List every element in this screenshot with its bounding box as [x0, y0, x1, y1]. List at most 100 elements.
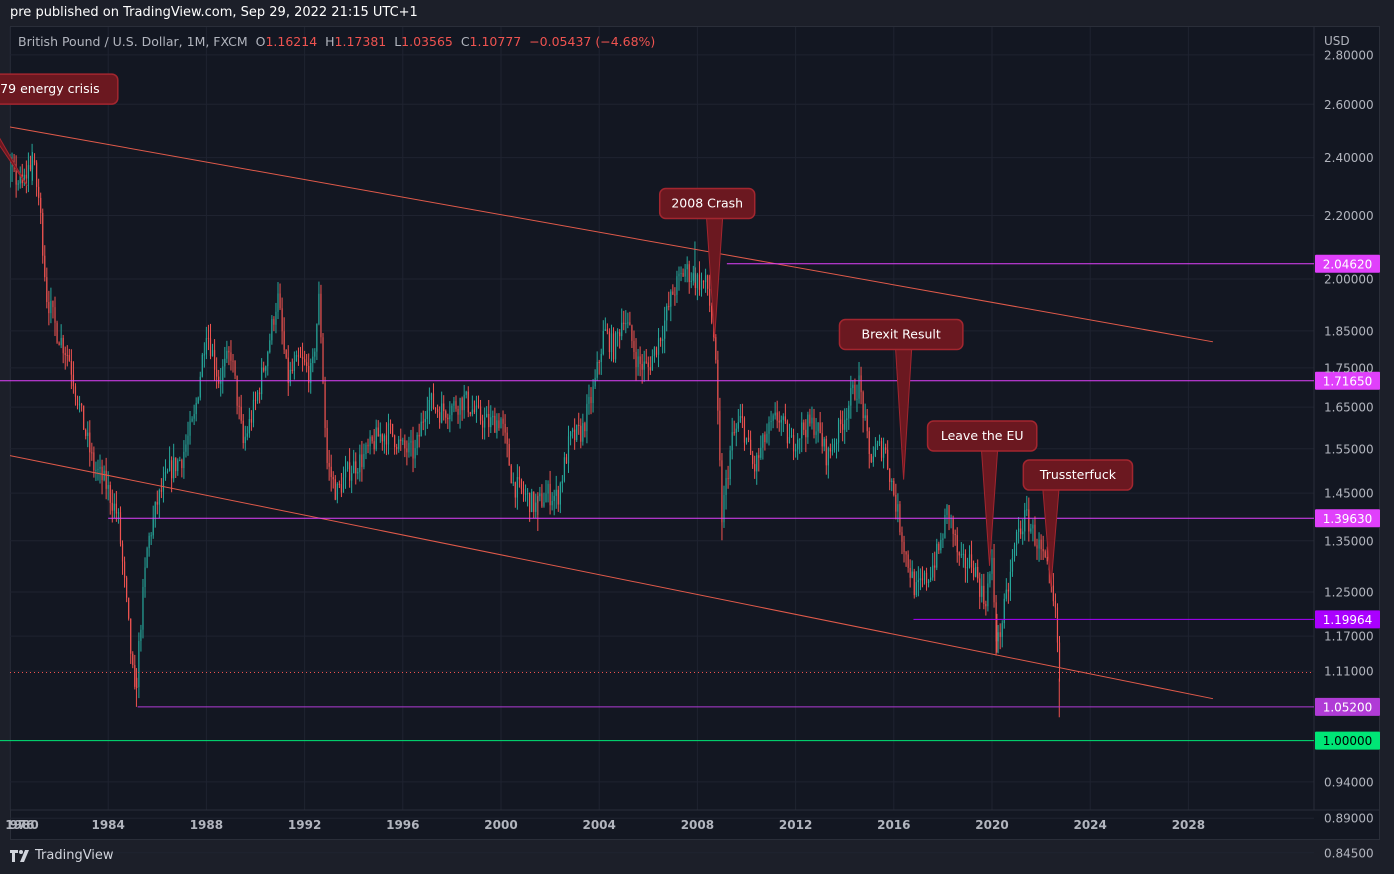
- candle-body: [702, 280, 705, 283]
- candle-body: [725, 478, 727, 496]
- symbol-name: British Pound / U.S. Dollar, 1M, FXCM: [18, 34, 248, 49]
- candle-body: [942, 538, 944, 540]
- candle-body: [477, 405, 480, 407]
- candle-body: [815, 431, 817, 435]
- candle-body: [788, 437, 791, 444]
- candle-body: [389, 423, 392, 425]
- candle-body: [310, 363, 312, 383]
- candle-body: [696, 274, 698, 289]
- candle-body: [1046, 556, 1048, 562]
- channel-trendline: [10, 455, 1214, 700]
- candle-body: [987, 583, 989, 607]
- x-tick-label: 1984: [91, 818, 124, 832]
- candle-body: [320, 293, 322, 338]
- candle-body: [46, 277, 48, 303]
- candle-body: [936, 543, 938, 568]
- candle-body: [138, 641, 140, 688]
- candle-body: [766, 433, 768, 443]
- level-label-bg: [1315, 731, 1380, 750]
- candle-body: [95, 469, 97, 471]
- candle-body: [621, 322, 623, 337]
- candle-body: [745, 437, 748, 443]
- candle-body: [547, 483, 549, 494]
- candle-body: [543, 502, 545, 507]
- candle-body: [381, 434, 383, 442]
- candle-body: [488, 413, 490, 428]
- x-tick-label: 2008: [681, 818, 714, 832]
- candle-body: [891, 480, 893, 482]
- candle-body: [383, 435, 385, 442]
- callout-text: 1979 energy crisis: [0, 81, 100, 96]
- candle-body: [606, 329, 608, 332]
- candle-body: [207, 338, 210, 340]
- candle-body: [835, 442, 838, 445]
- callout-box[interactable]: [1022, 459, 1134, 491]
- candle-body: [56, 322, 58, 343]
- candle-body: [897, 504, 899, 512]
- callout-box[interactable]: [0, 73, 119, 105]
- candle-body: [944, 514, 946, 539]
- callout-text: Brexit Result: [862, 327, 941, 342]
- y-tick-label: 1.35000: [1324, 534, 1374, 548]
- candle-body: [140, 629, 142, 642]
- candle-body: [367, 444, 369, 447]
- candle-body: [786, 421, 789, 444]
- candle-body: [641, 363, 643, 370]
- candle-body: [306, 362, 308, 366]
- candle-body: [316, 324, 318, 352]
- candle-body: [962, 553, 964, 555]
- x-tick-label: 2016: [877, 818, 910, 832]
- y-tick-label: 2.40000: [1324, 151, 1374, 165]
- candle-body: [1038, 539, 1040, 549]
- candle-body: [934, 565, 936, 568]
- candle-body: [747, 437, 750, 440]
- candle-body: [1024, 510, 1026, 532]
- x-tick-label: 2004: [582, 818, 615, 832]
- candle-body: [301, 356, 304, 360]
- candle-body: [91, 452, 93, 454]
- candle-body: [1040, 539, 1042, 550]
- candle-body: [332, 477, 334, 480]
- callout-box[interactable]: [838, 318, 964, 351]
- callout-box[interactable]: [658, 187, 756, 220]
- candle-body: [492, 415, 494, 418]
- candle-body: [985, 604, 987, 607]
- candle-body: [704, 275, 707, 283]
- candle-body: [960, 554, 962, 556]
- candle-body: [29, 165, 32, 170]
- candle-body: [524, 493, 527, 495]
- callout-pointer: [0, 137, 28, 187]
- candle-body: [617, 332, 619, 334]
- x-tick-label: 1996: [386, 818, 419, 832]
- candle-body: [291, 369, 293, 372]
- candle-body: [322, 337, 324, 384]
- candle-body: [152, 517, 154, 536]
- candle-body: [154, 502, 156, 518]
- candle-body: [578, 424, 580, 426]
- candle-body: [553, 495, 555, 502]
- candle-body: [355, 461, 357, 474]
- chart-pane[interactable]: [10, 26, 1380, 840]
- callout-box[interactable]: [926, 420, 1038, 452]
- candle-body: [864, 415, 866, 419]
- candle-body: [197, 397, 199, 403]
- x-tick-label: 976: [9, 818, 34, 832]
- candle-body: [522, 488, 525, 495]
- candle-body: [297, 355, 300, 357]
- candle-body: [166, 470, 169, 472]
- candle-body: [158, 490, 160, 505]
- candle-body: [874, 447, 876, 457]
- candle-body: [743, 418, 746, 443]
- tradingview-brand[interactable]: TradingView: [10, 848, 114, 863]
- candle-body: [983, 585, 985, 605]
- candle-body: [840, 419, 842, 425]
- candle-body: [758, 455, 760, 458]
- candle-body: [825, 438, 827, 466]
- candle-body: [181, 460, 183, 469]
- candle-body: [285, 349, 287, 358]
- candle-body: [645, 361, 647, 363]
- candle-body: [126, 577, 128, 598]
- candle-body: [128, 597, 130, 619]
- candle-body: [735, 428, 737, 433]
